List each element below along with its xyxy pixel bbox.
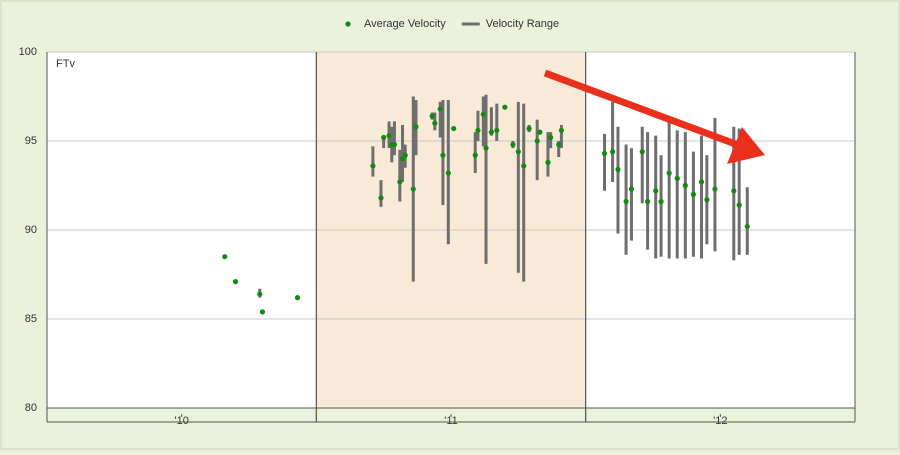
avg-point <box>601 150 608 157</box>
avg-point <box>494 127 500 133</box>
avg-point <box>370 163 376 169</box>
avg-point <box>510 141 516 148</box>
avg-point <box>666 170 672 176</box>
avg-point <box>537 129 543 135</box>
avg-point <box>736 202 742 208</box>
avg-point <box>257 291 263 297</box>
avg-point <box>399 156 406 162</box>
avg-point <box>502 104 508 110</box>
avg-point <box>472 152 478 158</box>
avg-point <box>232 279 239 285</box>
avg-point <box>222 254 228 260</box>
avg-point <box>653 188 659 194</box>
avg-point <box>402 152 408 158</box>
avg-point <box>731 188 737 194</box>
x-tick-label: '10 <box>174 415 188 427</box>
avg-point <box>483 145 489 151</box>
avg-point <box>615 166 621 173</box>
avg-point <box>548 134 554 141</box>
avg-point <box>558 127 565 133</box>
x-tick-label: '11 <box>444 415 458 427</box>
avg-point <box>381 134 387 141</box>
plot-area: 80 85 90 95 100 '10 '11 '12 <box>19 46 856 427</box>
avg-point <box>704 197 710 203</box>
avg-point <box>610 149 616 155</box>
avg-point <box>480 111 486 117</box>
avg-point <box>429 113 435 119</box>
y-tick-label: 100 <box>19 46 37 58</box>
y-tick-label: 95 <box>25 135 37 147</box>
avg-point <box>639 149 645 155</box>
avg-point <box>386 133 392 139</box>
avg-point <box>451 125 457 132</box>
avg-point <box>378 195 384 201</box>
avg-point <box>440 152 446 158</box>
arrow-head <box>727 127 765 164</box>
avg-point <box>488 129 494 135</box>
legend: Average Velocity Velocity Range <box>345 18 559 30</box>
avg-point <box>475 127 481 133</box>
avg-point <box>545 159 551 165</box>
avg-point <box>391 141 398 148</box>
y-tick-label: 90 <box>25 224 37 236</box>
legend-label: Average Velocity <box>364 18 446 30</box>
avg-point <box>397 179 403 185</box>
avg-point <box>698 179 705 185</box>
avg-point <box>521 163 527 169</box>
avg-point <box>432 120 438 126</box>
avg-point <box>712 186 718 192</box>
avg-point <box>413 124 419 130</box>
avg-point <box>556 141 562 148</box>
avg-point <box>410 186 416 192</box>
avg-point <box>437 106 443 112</box>
legend-swatch <box>345 21 351 27</box>
avg-point <box>690 191 697 197</box>
y-tick-label: 85 <box>25 313 37 325</box>
arrow-shaft <box>543 69 740 149</box>
avg-point <box>526 125 532 132</box>
avg-point <box>674 175 680 181</box>
trend-arrow <box>543 69 765 164</box>
legend-label: Velocity Range <box>486 18 559 30</box>
avg-point <box>628 186 635 192</box>
axis-label: FTv <box>56 58 75 70</box>
avg-point <box>515 149 521 155</box>
avg-point <box>445 170 451 176</box>
avg-point <box>294 295 301 301</box>
y-tick-label: 80 <box>25 402 37 414</box>
x-tick-label: '12 <box>713 415 727 427</box>
avg-point <box>259 309 266 315</box>
avg-point <box>534 138 540 144</box>
avg-point <box>658 198 664 205</box>
avg-point <box>682 182 688 189</box>
avg-point <box>623 198 629 205</box>
avg-point <box>744 223 750 230</box>
avg-point <box>645 198 651 205</box>
